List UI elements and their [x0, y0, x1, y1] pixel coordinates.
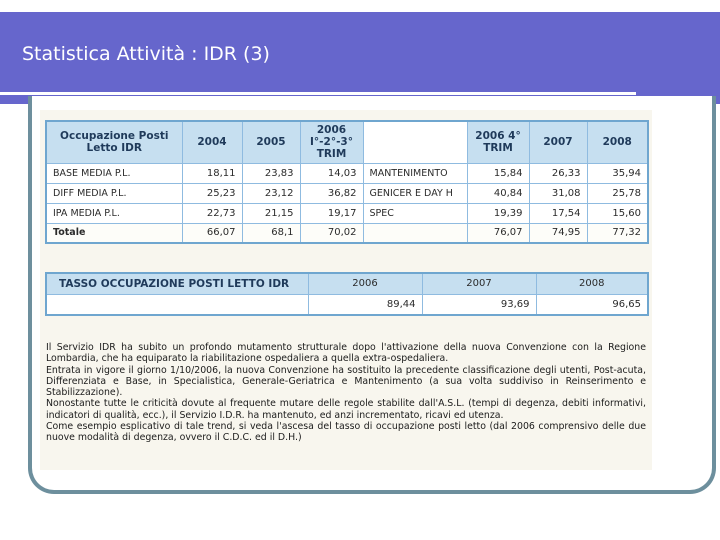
text-paragraph: Entrata in vigore il giorno 1/10/2006, l…	[46, 364, 646, 399]
text-paragraph: Nonostante tutte le criticità dovute al …	[46, 398, 646, 421]
table-row: BASE MEDIA P.L. 18,11 23,83 14,03 MANTEN…	[45, 162, 649, 184]
rate-table-title: TASSO OCCUPAZIONE POSTI LETTO IDR	[45, 272, 309, 295]
cell-category: MANTENIMENTO	[362, 162, 468, 184]
cell-2006-q4: 15,84	[466, 162, 530, 184]
cell-2008: 77,32	[586, 222, 649, 244]
text-paragraph: Come esempio esplicativo di tale trend, …	[46, 421, 646, 444]
cell-2004: 25,23	[181, 182, 243, 204]
table-row: IPA MEDIA P.L. 22,73 21,15 19,17 SPEC 19…	[45, 202, 649, 224]
header-2005: 2005	[241, 120, 301, 164]
header-2006-q4: 2006 4° TRIM	[466, 120, 530, 164]
rate-value: 93,69	[421, 293, 537, 316]
cell-2004: 22,73	[181, 202, 243, 224]
cell-2005: 21,15	[241, 202, 301, 224]
cell-2004: 66,07	[181, 222, 243, 244]
rate-header-year: 2007	[421, 272, 537, 295]
table-row-total: Totale 66,07 68,1 70,02 76,07 74,95 77,3…	[45, 222, 649, 244]
occupancy-header-row: Occupazione Posti Letto IDR 2004 2005 20…	[45, 120, 649, 164]
row-label: IPA MEDIA P.L.	[45, 202, 183, 224]
cell-2006-q1-q3: 19,17	[299, 202, 364, 224]
title-bar	[0, 12, 720, 104]
cell-2007: 26,33	[528, 162, 588, 184]
text-paragraph: Il Servizio IDR ha subito un profondo mu…	[46, 342, 646, 365]
occupancy-corner-header: Occupazione Posti Letto IDR	[45, 120, 183, 164]
cell-2005: 23,83	[241, 162, 301, 184]
rate-header-year: 2008	[535, 272, 649, 295]
cell-2006-q4: 76,07	[466, 222, 530, 244]
cell-category	[362, 222, 468, 244]
occupancy-rate-table: TASSO OCCUPAZIONE POSTI LETTO IDR 2006 2…	[45, 272, 649, 316]
occupancy-table: Occupazione Posti Letto IDR 2004 2005 20…	[45, 120, 649, 244]
cell-2006-q4: 19,39	[466, 202, 530, 224]
rate-header-year: 2006	[307, 272, 423, 295]
header-2006-q1-q3: 2006 I°-2°-3° TRIM	[299, 120, 364, 164]
cell-2007: 31,08	[528, 182, 588, 204]
cell-2008: 15,60	[586, 202, 649, 224]
cell-2006-q1-q3: 36,82	[299, 182, 364, 204]
header-category-blank	[362, 120, 468, 164]
rate-values-row: 89,44 93,69 96,65	[45, 293, 649, 316]
cell-2007: 74,95	[528, 222, 588, 244]
cell-2006-q1-q3: 70,02	[299, 222, 364, 244]
table-row: DIFF MEDIA P.L. 25,23 23,12 36,82 GENICE…	[45, 182, 649, 204]
cell-2007: 17,54	[528, 202, 588, 224]
cell-2006-q1-q3: 14,03	[299, 162, 364, 184]
explanatory-text: Il Servizio IDR ha subito un profondo mu…	[46, 342, 646, 466]
header-2007: 2007	[528, 120, 588, 164]
rate-value: 89,44	[307, 293, 423, 316]
rate-empty-cell	[45, 293, 309, 316]
cell-2005: 23,12	[241, 182, 301, 204]
cell-category: SPEC	[362, 202, 468, 224]
cell-category: GENICER E DAY H	[362, 182, 468, 204]
rate-header-row: TASSO OCCUPAZIONE POSTI LETTO IDR 2006 2…	[45, 272, 649, 295]
row-label: Totale	[45, 222, 183, 244]
header-2004: 2004	[181, 120, 243, 164]
slide-title: Statistica Attività : IDR (3)	[22, 43, 270, 65]
row-label: DIFF MEDIA P.L.	[45, 182, 183, 204]
title-underline	[0, 92, 636, 95]
cell-2008: 35,94	[586, 162, 649, 184]
cell-2005: 68,1	[241, 222, 301, 244]
rate-value: 96,65	[535, 293, 649, 316]
cell-2008: 25,78	[586, 182, 649, 204]
row-label: BASE MEDIA P.L.	[45, 162, 183, 184]
header-2008: 2008	[586, 120, 649, 164]
cell-2004: 18,11	[181, 162, 243, 184]
cell-2006-q4: 40,84	[466, 182, 530, 204]
